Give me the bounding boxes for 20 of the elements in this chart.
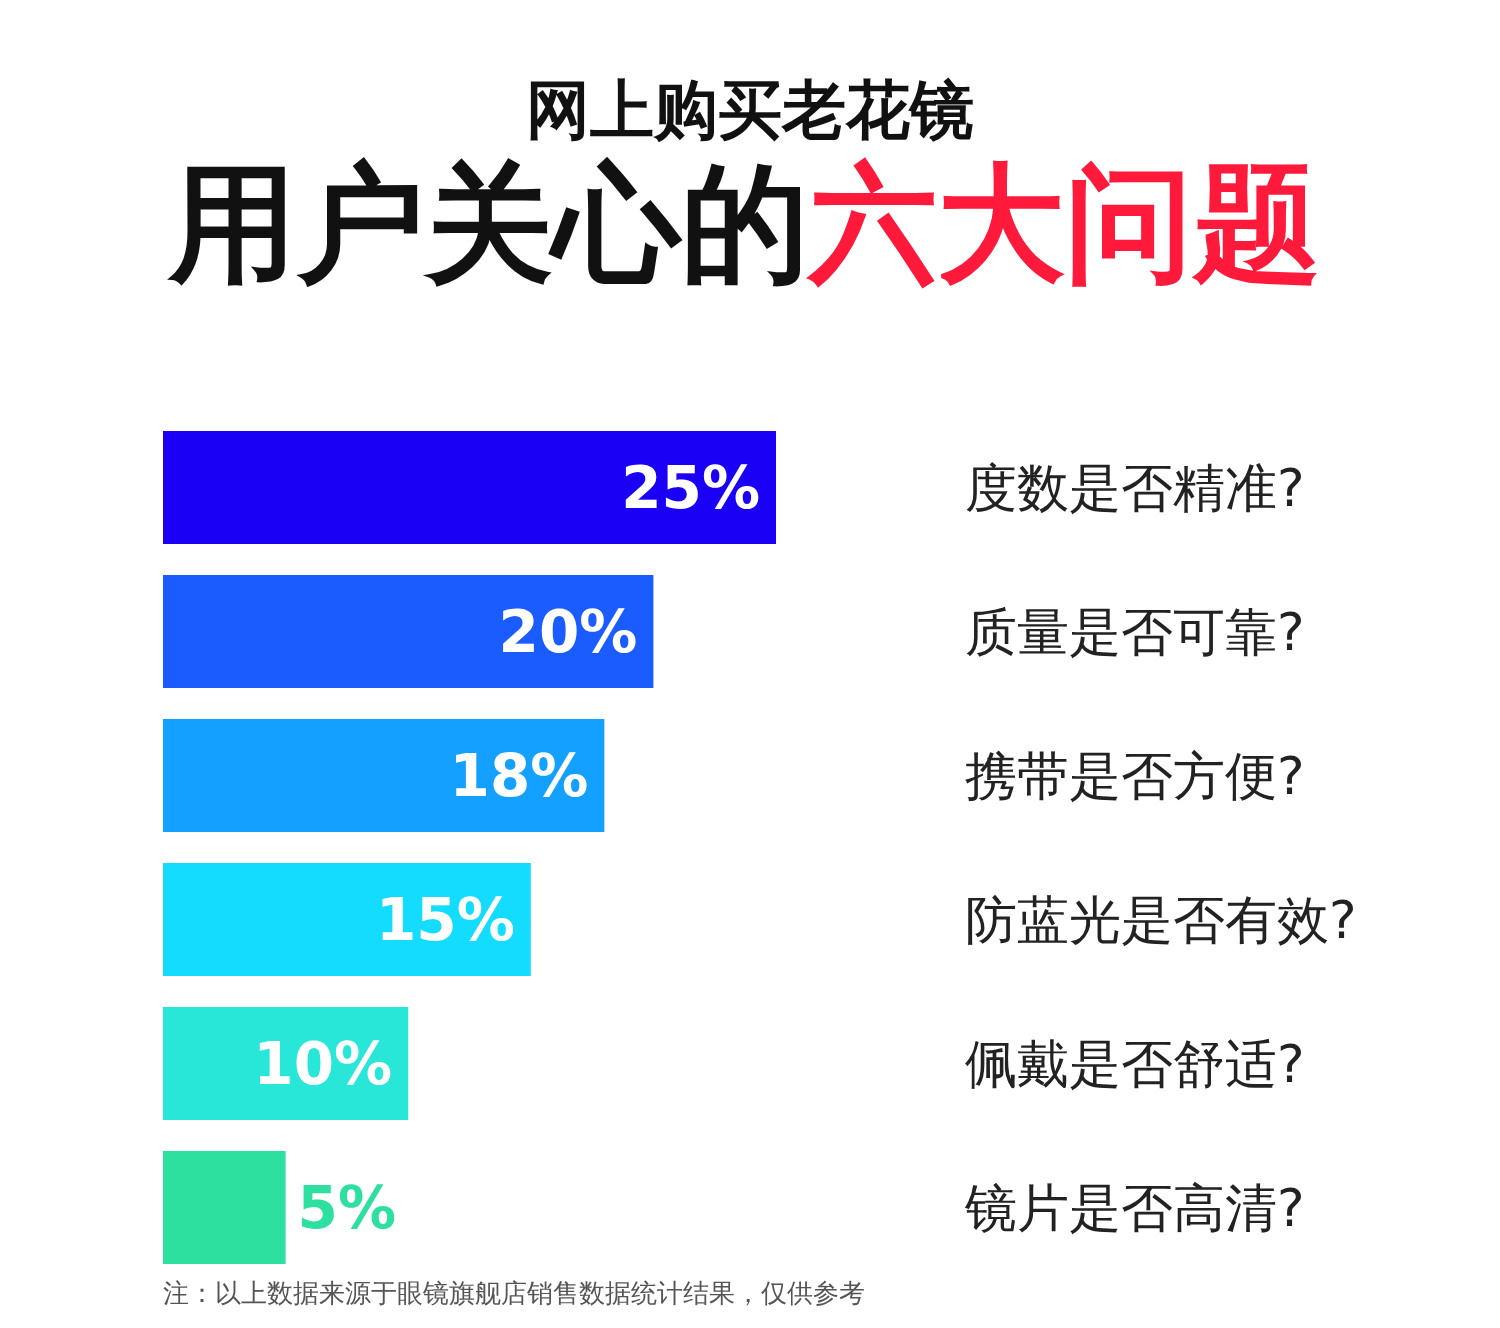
- chart-title: 网上购买老花镜: [526, 73, 974, 147]
- y-tick-label: 携带是否方便?: [965, 745, 1305, 806]
- chart-subtitle: 用户关心的六大问题: [167, 149, 1321, 298]
- data-label: 20%: [498, 597, 638, 666]
- bar: [163, 863, 531, 976]
- data-label: 15%: [375, 885, 515, 954]
- y-tick-label: 度数是否精准?: [965, 457, 1305, 518]
- y-tick-label: 防蓝光是否有效?: [965, 889, 1357, 950]
- y-tick-label: 质量是否可靠?: [965, 601, 1305, 662]
- bar: [163, 431, 776, 544]
- y-tick-label: 镜片是否高清?: [964, 1177, 1305, 1238]
- bar: [163, 719, 605, 832]
- data-label: 18%: [449, 741, 589, 810]
- data-label: 10%: [253, 1029, 393, 1098]
- bar: [163, 1151, 286, 1264]
- data-label: 5%: [297, 1173, 397, 1242]
- bar: [163, 575, 654, 688]
- y-tick-label: 佩戴是否舒适?: [965, 1033, 1305, 1094]
- annotation: 注：以上数据来源于眼镜旗舰店销售数据统计结果，仅供参考: [163, 1278, 865, 1308]
- data-label: 25%: [621, 453, 760, 522]
